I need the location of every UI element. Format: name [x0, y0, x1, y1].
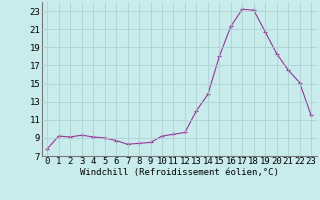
- X-axis label: Windchill (Refroidissement éolien,°C): Windchill (Refroidissement éolien,°C): [80, 168, 279, 177]
